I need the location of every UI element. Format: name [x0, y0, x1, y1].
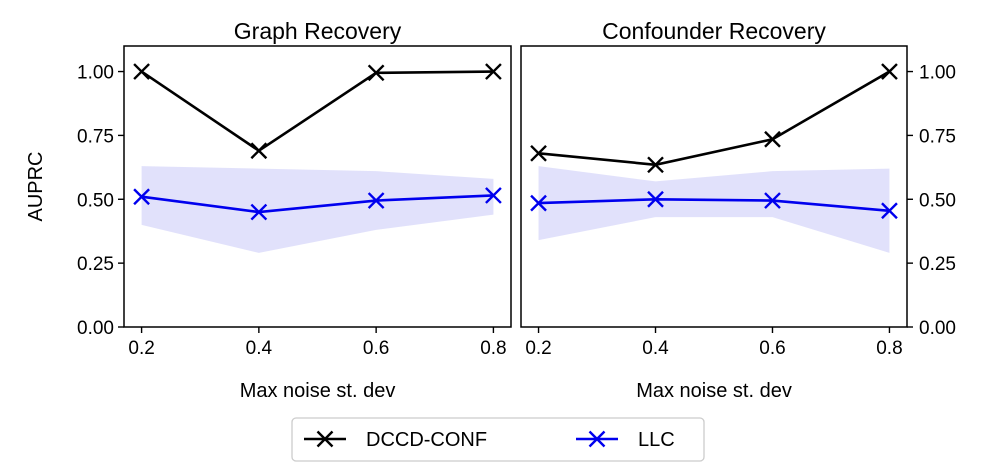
panel2-xlabel: Max noise st. dev — [636, 380, 792, 402]
panel2-xtick-label: 0.6 — [759, 338, 785, 359]
panel2-ytick-label: 1.00 — [919, 63, 956, 84]
legend-label-0: DCCD-CONF — [366, 429, 487, 451]
panel1-xtick-label: 0.4 — [246, 338, 273, 359]
panel2-xtick-label: 0.8 — [876, 338, 902, 359]
panel2-dccd-point — [530, 144, 547, 162]
panel2-dccd-point — [881, 63, 898, 80]
panel2-llc-point — [764, 192, 781, 209]
panel1-ytick-label: 0.50 — [77, 190, 114, 211]
panel2-llc-point — [530, 194, 547, 212]
legend-marker-1 — [588, 430, 606, 448]
panel2-ytick-label: 0.50 — [919, 190, 956, 211]
panel2-llc-point — [647, 190, 664, 208]
panel1-llc-point — [367, 192, 385, 209]
panel1-llc-band — [141, 166, 494, 253]
panel1-dccd-point — [133, 63, 150, 80]
panel1-ytick-label: 0.75 — [77, 126, 114, 147]
panel2-dccd-line — [538, 70, 891, 167]
panel1-llc-point — [485, 187, 502, 204]
panel2-plot — [530, 63, 898, 253]
panel2-llc-point — [881, 202, 898, 220]
panel1-dccd-line — [140, 70, 494, 153]
panel1-dccd-point — [250, 142, 268, 160]
panel1-ytick-label: 0.25 — [77, 254, 114, 275]
panel1-plot — [133, 63, 502, 253]
panel2-xtick-label: 0.2 — [525, 338, 551, 359]
panel2-llc-band — [538, 166, 890, 253]
legend: DCCD-CONF LLC — [291, 417, 705, 462]
panel1-xtick-label: 0.8 — [480, 338, 506, 359]
panel1-xlabel: Max noise st. dev — [240, 380, 396, 402]
panel2-dccd-point — [764, 130, 781, 148]
panel2-ytick-label: 0.25 — [919, 254, 956, 275]
panel2-dccd-point — [647, 156, 664, 174]
panel1-ytick-label: 1.00 — [77, 63, 114, 84]
panel1-ytick-label: 0.00 — [77, 318, 114, 339]
panel1-xtick-label: 0.6 — [363, 338, 389, 359]
panel1-llc-point — [133, 188, 150, 206]
panel2-ytick-label: 0.00 — [919, 318, 956, 339]
panel1-frame — [123, 45, 512, 328]
panel2-xtick-label: 0.4 — [642, 338, 669, 359]
panel2-frame — [520, 45, 908, 328]
panel1-llc-line — [141, 194, 494, 214]
panel1-dccd-point — [485, 63, 502, 80]
panel1-dccd-point — [367, 64, 385, 82]
legend-label-1: LLC — [638, 429, 675, 451]
panel2-llc-line — [538, 197, 890, 213]
panel1-ylabel: AUPRC — [25, 151, 47, 221]
legend-frame — [291, 417, 705, 462]
panel1-llc-point — [250, 203, 268, 221]
panel1-title: Graph Recovery — [234, 18, 402, 44]
panel2-title: Confounder Recovery — [602, 18, 826, 44]
panel2-ytick-label: 0.75 — [919, 126, 956, 147]
panel1-xtick-label: 0.2 — [128, 338, 154, 359]
legend-marker-0 — [316, 430, 334, 448]
